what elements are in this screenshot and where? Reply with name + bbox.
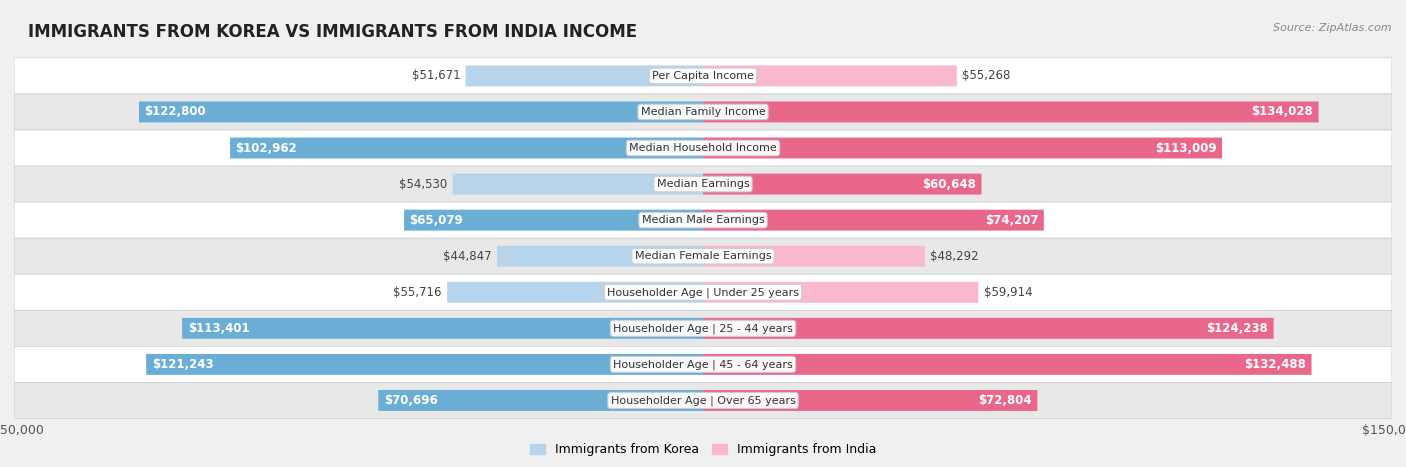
Text: $55,268: $55,268	[962, 70, 1011, 82]
Text: $55,716: $55,716	[394, 286, 441, 299]
Text: $132,488: $132,488	[1244, 358, 1306, 371]
Text: $59,914: $59,914	[984, 286, 1032, 299]
Text: $65,079: $65,079	[409, 213, 464, 226]
Text: Median Earnings: Median Earnings	[657, 179, 749, 189]
Text: $44,847: $44,847	[443, 250, 492, 263]
Text: $113,401: $113,401	[187, 322, 249, 335]
Text: $113,009: $113,009	[1154, 142, 1216, 155]
Text: $60,648: $60,648	[922, 177, 976, 191]
FancyBboxPatch shape	[703, 101, 1319, 122]
Text: $121,243: $121,243	[152, 358, 214, 371]
FancyBboxPatch shape	[14, 238, 1392, 274]
FancyBboxPatch shape	[703, 282, 979, 303]
FancyBboxPatch shape	[14, 310, 1392, 347]
FancyBboxPatch shape	[14, 202, 1392, 238]
FancyBboxPatch shape	[14, 166, 1392, 202]
Text: Median Family Income: Median Family Income	[641, 107, 765, 117]
FancyBboxPatch shape	[14, 94, 1392, 130]
Text: $70,696: $70,696	[384, 394, 437, 407]
Text: Householder Age | 25 - 44 years: Householder Age | 25 - 44 years	[613, 323, 793, 333]
Text: Median Household Income: Median Household Income	[628, 143, 778, 153]
Text: Householder Age | Over 65 years: Householder Age | Over 65 years	[610, 395, 796, 406]
FancyBboxPatch shape	[14, 347, 1392, 382]
FancyBboxPatch shape	[703, 210, 1043, 231]
FancyBboxPatch shape	[703, 354, 1312, 375]
Legend: Immigrants from Korea, Immigrants from India: Immigrants from Korea, Immigrants from I…	[524, 439, 882, 461]
FancyBboxPatch shape	[453, 174, 703, 195]
Text: Median Male Earnings: Median Male Earnings	[641, 215, 765, 225]
FancyBboxPatch shape	[447, 282, 703, 303]
FancyBboxPatch shape	[146, 354, 703, 375]
FancyBboxPatch shape	[183, 318, 703, 339]
Text: $54,530: $54,530	[399, 177, 447, 191]
Text: $74,207: $74,207	[984, 213, 1038, 226]
FancyBboxPatch shape	[703, 246, 925, 267]
FancyBboxPatch shape	[378, 390, 703, 411]
Text: $48,292: $48,292	[931, 250, 979, 263]
FancyBboxPatch shape	[14, 274, 1392, 310]
Text: $51,671: $51,671	[412, 70, 460, 82]
FancyBboxPatch shape	[703, 65, 957, 86]
Text: Householder Age | 45 - 64 years: Householder Age | 45 - 64 years	[613, 359, 793, 370]
FancyBboxPatch shape	[703, 390, 1038, 411]
FancyBboxPatch shape	[703, 138, 1222, 158]
FancyBboxPatch shape	[139, 101, 703, 122]
FancyBboxPatch shape	[703, 318, 1274, 339]
Text: $134,028: $134,028	[1251, 106, 1313, 119]
Text: IMMIGRANTS FROM KOREA VS IMMIGRANTS FROM INDIA INCOME: IMMIGRANTS FROM KOREA VS IMMIGRANTS FROM…	[28, 23, 637, 42]
FancyBboxPatch shape	[14, 58, 1392, 94]
Text: $102,962: $102,962	[236, 142, 297, 155]
FancyBboxPatch shape	[231, 138, 703, 158]
Text: $122,800: $122,800	[145, 106, 207, 119]
FancyBboxPatch shape	[404, 210, 703, 231]
Text: Per Capita Income: Per Capita Income	[652, 71, 754, 81]
Text: $72,804: $72,804	[979, 394, 1032, 407]
FancyBboxPatch shape	[14, 382, 1392, 418]
Text: Source: ZipAtlas.com: Source: ZipAtlas.com	[1274, 23, 1392, 33]
Text: $124,238: $124,238	[1206, 322, 1268, 335]
FancyBboxPatch shape	[703, 174, 981, 195]
FancyBboxPatch shape	[496, 246, 703, 267]
Text: Median Female Earnings: Median Female Earnings	[634, 251, 772, 261]
FancyBboxPatch shape	[465, 65, 703, 86]
Text: Householder Age | Under 25 years: Householder Age | Under 25 years	[607, 287, 799, 297]
FancyBboxPatch shape	[14, 130, 1392, 166]
